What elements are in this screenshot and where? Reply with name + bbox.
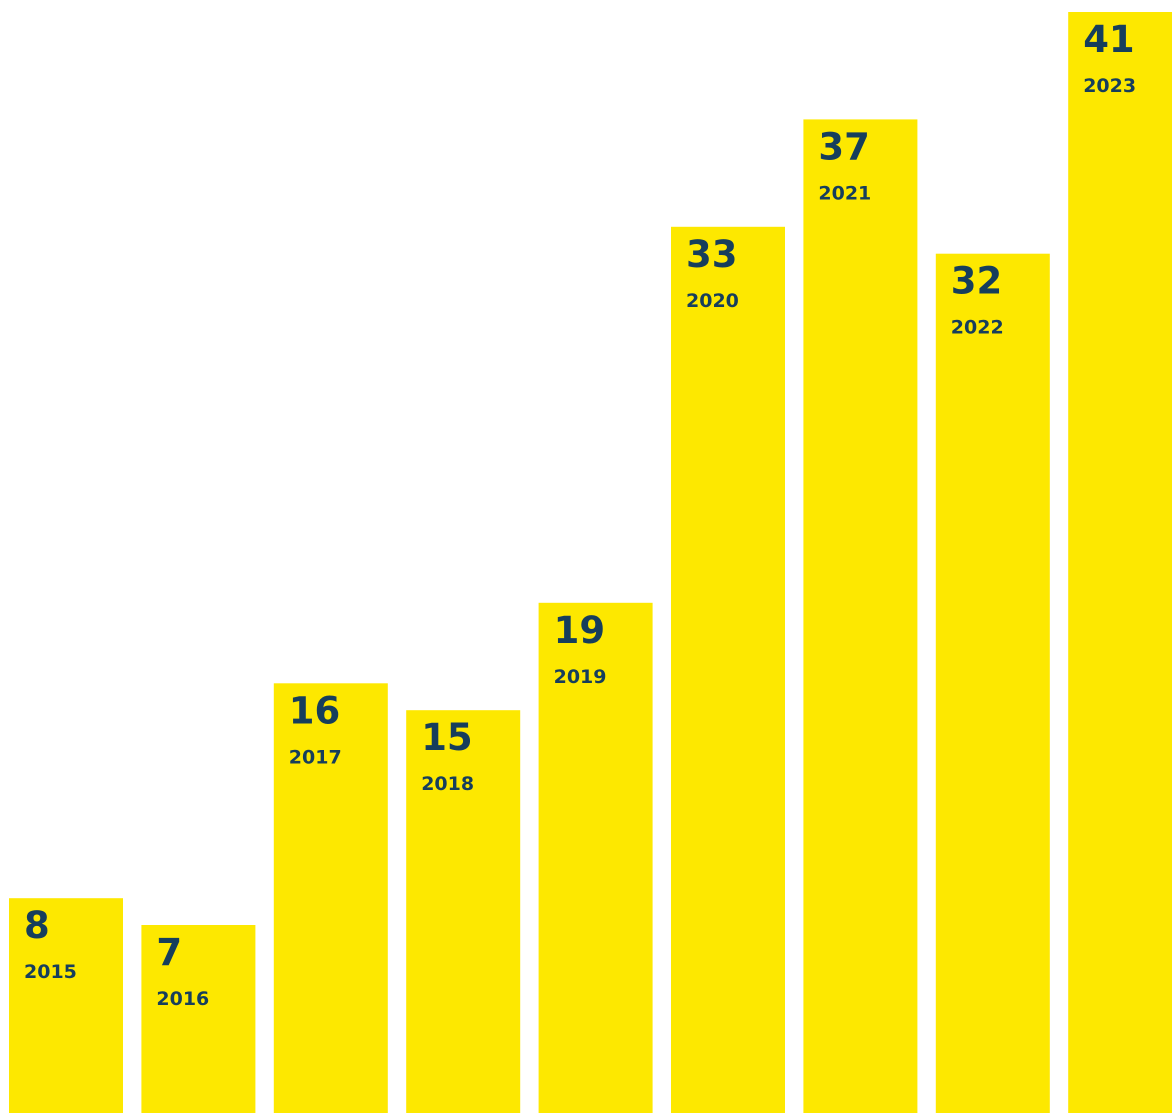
bar-value-label-2017: 16 xyxy=(289,689,341,732)
bar-value-label-2021: 37 xyxy=(818,125,870,168)
bar-category-label-2023: 2023 xyxy=(1083,75,1136,97)
bar-category-label-2021: 2021 xyxy=(818,182,871,204)
bar-value-label-2020: 33 xyxy=(686,233,738,276)
bar-category-label-2015: 2015 xyxy=(24,961,77,983)
bar-2017 xyxy=(273,683,388,1113)
bar-value-label-2016: 7 xyxy=(156,931,182,974)
bar-2015 xyxy=(9,898,123,1113)
bar-value-label-2018: 15 xyxy=(421,716,473,759)
bar-2020 xyxy=(671,226,785,1113)
bar-2018 xyxy=(406,710,521,1113)
bar-value-label-2023: 41 xyxy=(1083,18,1135,61)
bar-2023 xyxy=(1068,12,1172,1113)
bar-category-label-2018: 2018 xyxy=(421,773,474,795)
bar-category-label-2019: 2019 xyxy=(554,666,607,688)
bar-category-label-2016: 2016 xyxy=(156,988,209,1010)
bar-category-label-2017: 2017 xyxy=(289,746,342,768)
bar-category-label-2022: 2022 xyxy=(951,317,1004,339)
bar-category-label-2020: 2020 xyxy=(686,290,739,312)
bars-group: 8 2015 7 2016 16 2017 15 2018 19 2019 33 2020 37 2021… xyxy=(9,12,1172,1113)
bar-value-label-2019: 19 xyxy=(554,609,606,652)
bar-value-label-2022: 32 xyxy=(951,260,1003,303)
bar-2016 xyxy=(141,925,256,1113)
bar-2022 xyxy=(935,253,1050,1113)
bar-value-label-2015: 8 xyxy=(24,904,50,947)
bar-2021 xyxy=(803,119,918,1113)
bar-2019 xyxy=(538,602,653,1113)
